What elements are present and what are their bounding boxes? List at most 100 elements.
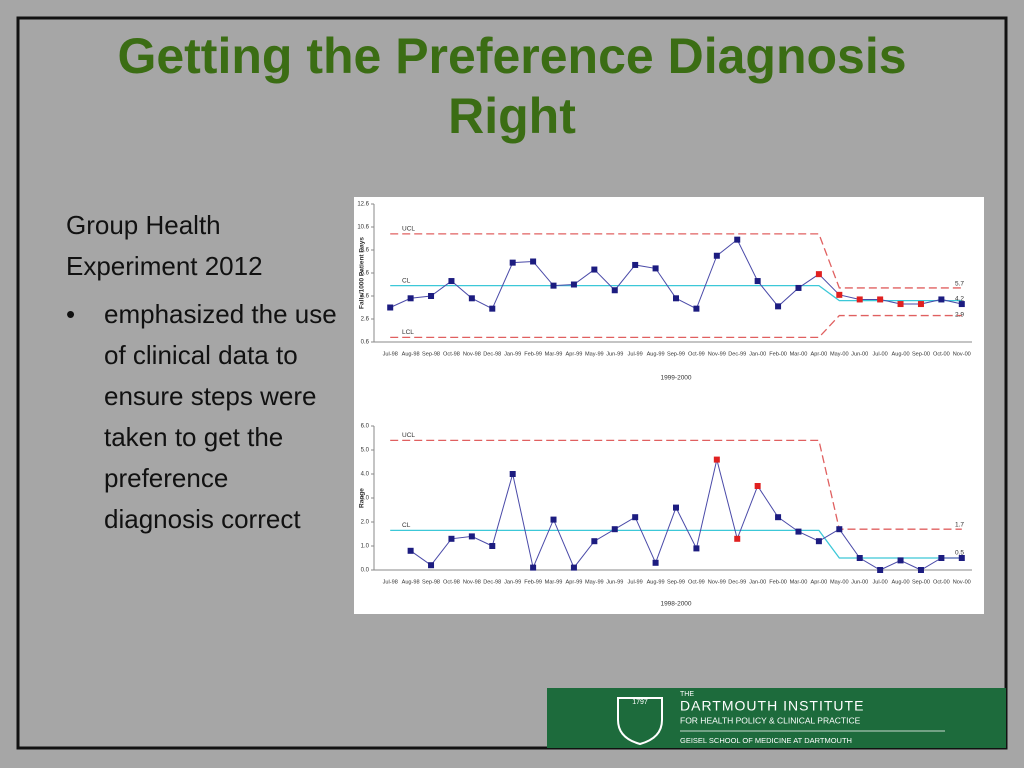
data-point: [570, 564, 577, 571]
slide-title: Getting the Preference Diagnosis Right: [117, 28, 907, 144]
data-point: [795, 528, 802, 535]
x-tick-label: Sep-00: [912, 351, 930, 357]
limit-line: [390, 284, 962, 302]
data-point: [693, 305, 700, 312]
x-tick-label: Dec-99: [728, 351, 746, 357]
logo-name: DARTMOUTH INSTITUTE: [680, 698, 864, 714]
data-point: [407, 295, 414, 302]
x-tick-label: Nov-98: [463, 351, 481, 357]
data-point: [775, 514, 782, 521]
x-tick-label: Jul-99: [628, 579, 643, 585]
data-point: [611, 287, 618, 294]
x-tick-label: Apr-00: [810, 579, 827, 585]
limit-line: [390, 529, 962, 559]
data-point: [856, 555, 863, 561]
logo-shield: [617, 697, 663, 746]
x-tick-label: Jul-98: [383, 579, 398, 585]
annotation: 2.9: [955, 312, 964, 319]
data-point: [570, 281, 577, 288]
data-point: [448, 535, 455, 542]
x-tick-label: Oct-98: [443, 579, 460, 585]
x-tick-label: Nov-98: [463, 579, 481, 585]
y-tick-label: 3.0: [361, 496, 370, 502]
data-point: [387, 304, 394, 311]
data-point: [632, 261, 639, 268]
y-axis-title: Range: [359, 488, 366, 508]
x-tick-label: Jun-99: [606, 351, 623, 357]
limit-label: CL: [402, 277, 411, 284]
data-point: [734, 236, 741, 243]
x-tick-label: Apr-99: [566, 579, 583, 585]
data-point: [754, 278, 761, 285]
data-point: [713, 252, 720, 259]
x-tick-label: Oct-00: [933, 579, 950, 585]
data-point: [856, 296, 863, 303]
x-tick-label: Oct-99: [688, 351, 705, 357]
x-tick-label: Jul-98: [383, 351, 398, 357]
x-tick-label: Jan-99: [504, 351, 521, 357]
x-tick-label: Dec-98: [483, 351, 501, 357]
data-point: [509, 259, 516, 266]
y-tick-label: 2.6: [361, 317, 370, 323]
x-tick-label: Mar-99: [545, 579, 563, 585]
y-tick-label: 10.6: [357, 225, 369, 231]
y-tick-label: 2.0: [361, 520, 370, 526]
x-tick-label: Mar-00: [790, 351, 808, 357]
data-point: [448, 278, 455, 285]
data-point: [550, 516, 557, 523]
x-tick-label: Jan-00: [749, 579, 766, 585]
annotation: 0.5: [955, 550, 964, 557]
x-tick-label: Sep-99: [667, 351, 685, 357]
x-tick-label: Aug-00: [892, 579, 910, 585]
x-tick-label: Jun-99: [606, 579, 623, 585]
data-point: [530, 564, 537, 571]
x-tick-label: Jul-00: [873, 579, 888, 585]
data-point: [591, 538, 598, 545]
x-tick-label: Feb-99: [524, 351, 542, 357]
data-point: [917, 567, 924, 573]
slide-border: [16, 16, 1008, 750]
x-tick-label: Apr-00: [810, 351, 827, 357]
x-tick-label: Feb-99: [524, 579, 542, 585]
y-tick-label: 5.0: [361, 448, 370, 454]
x-tick-label: Sep-98: [422, 579, 440, 585]
data-point: [468, 533, 475, 540]
x-tick-label: Aug-99: [647, 351, 665, 357]
limit-line: [390, 439, 962, 530]
x-tick-label: May-00: [830, 579, 849, 585]
data-point: [489, 543, 496, 549]
y-tick-label: 4.6: [361, 294, 370, 300]
y-tick-label: 0.6: [361, 340, 370, 346]
x-tick-label: Aug-98: [402, 579, 420, 585]
data-point: [938, 555, 945, 561]
data-point: [958, 301, 965, 308]
x-tick-label: Apr-99: [566, 351, 583, 357]
x-tick-label: Aug-98: [402, 351, 420, 357]
x-tick-label: Jan-00: [749, 351, 766, 357]
x-tick-label: Jan-99: [504, 579, 521, 585]
y-tick-label: 4.0: [361, 472, 370, 478]
logo-sub: FOR HEALTH POLICY & CLINICAL PRACTICE: [680, 715, 861, 725]
data-point: [877, 296, 884, 303]
data-point: [754, 483, 761, 489]
x-tick-label: Jul-99: [628, 351, 643, 357]
data-point: [897, 557, 904, 564]
data-point: [509, 471, 516, 477]
data-point: [591, 266, 598, 273]
limit-label: LCL: [402, 329, 414, 336]
limit-label: UCL: [402, 432, 415, 439]
data-point: [673, 504, 679, 511]
heading: Group Health Experiment 2012: [66, 210, 263, 281]
annotation: 1.7: [955, 522, 964, 529]
x-tick-label: Nov-99: [708, 579, 726, 585]
x-tick-label: Mar-00: [790, 579, 808, 585]
x-tick-label: Dec-99: [728, 579, 746, 585]
data-point: [652, 559, 659, 566]
x-tick-label: Aug-00: [892, 351, 910, 357]
y-tick-label: 1.0: [361, 544, 370, 550]
x-tick-label: Jun-00: [851, 351, 868, 357]
x-tick-label: Nov-99: [708, 351, 726, 357]
data-point: [775, 303, 782, 310]
y-tick-label: 6.6: [361, 271, 370, 277]
data-point: [652, 265, 659, 272]
